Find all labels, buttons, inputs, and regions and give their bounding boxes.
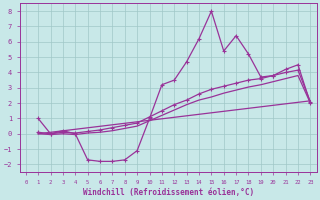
X-axis label: Windchill (Refroidissement éolien,°C): Windchill (Refroidissement éolien,°C) <box>83 188 254 197</box>
